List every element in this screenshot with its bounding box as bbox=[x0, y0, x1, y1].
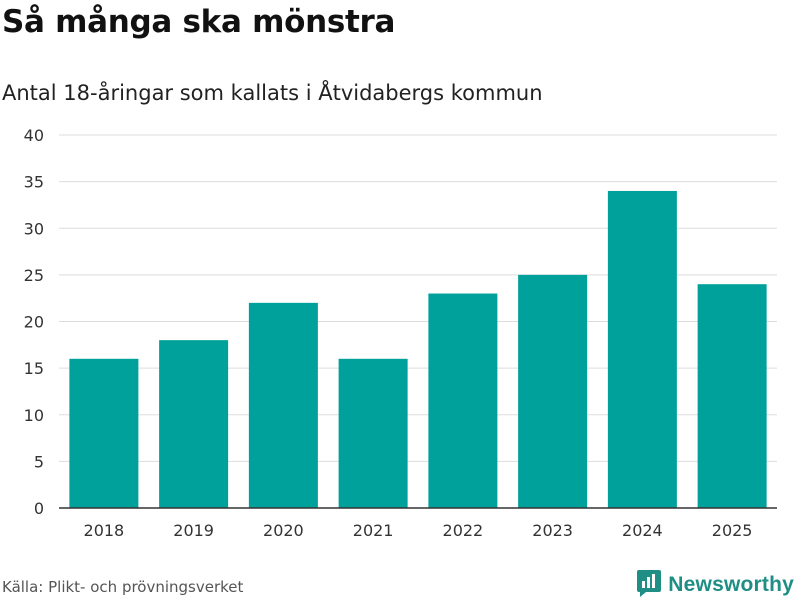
bar-2018 bbox=[69, 358, 139, 508]
y-tick-label: 5 bbox=[34, 452, 44, 471]
x-tick-label: 2020 bbox=[263, 521, 304, 540]
bar-2023 bbox=[518, 274, 588, 508]
bar-2024 bbox=[607, 190, 677, 508]
y-tick-label: 40 bbox=[24, 126, 44, 145]
x-tick-label: 2018 bbox=[84, 521, 125, 540]
bars bbox=[69, 190, 767, 508]
y-tick-label: 25 bbox=[24, 266, 44, 285]
y-tick-label: 30 bbox=[24, 219, 44, 238]
y-tick-label: 35 bbox=[24, 173, 44, 192]
brand-name: Newsworthy bbox=[668, 573, 794, 596]
y-tick-label: 10 bbox=[24, 406, 44, 425]
bar-2020 bbox=[248, 302, 318, 508]
bar-2025 bbox=[697, 284, 767, 508]
x-tick-label: 2022 bbox=[443, 521, 484, 540]
y-tick-label: 15 bbox=[24, 359, 44, 378]
source-note: Källa: Plikt- och prövningsverket bbox=[2, 578, 244, 596]
y-tick-label: 0 bbox=[34, 499, 44, 518]
chart-subtitle: Antal 18-åringar som kallats i Åtvidaber… bbox=[2, 81, 543, 105]
brand-logo[interactable]: Newsworthy bbox=[636, 568, 794, 602]
bar-2019 bbox=[159, 340, 229, 508]
chart-title: Så många ska mönstra bbox=[2, 4, 396, 40]
x-tick-label: 2021 bbox=[353, 521, 394, 540]
x-tick-label: 2025 bbox=[712, 521, 753, 540]
x-tick-label: 2019 bbox=[173, 521, 214, 540]
x-tick-label: 2024 bbox=[622, 521, 663, 540]
newsworthy-logo-icon bbox=[636, 568, 662, 602]
bar-2021 bbox=[338, 358, 408, 508]
x-tick-label: 2023 bbox=[532, 521, 573, 540]
bar-2022 bbox=[428, 293, 498, 508]
y-tick-label: 20 bbox=[24, 313, 44, 332]
